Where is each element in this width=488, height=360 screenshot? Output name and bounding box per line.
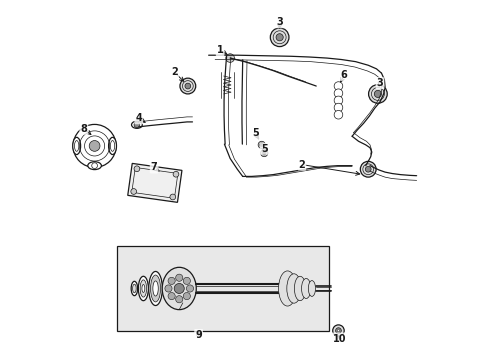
- Text: 5: 5: [251, 129, 258, 138]
- Circle shape: [174, 283, 184, 293]
- Ellipse shape: [153, 281, 158, 296]
- Circle shape: [258, 141, 265, 148]
- Circle shape: [89, 140, 100, 151]
- Ellipse shape: [301, 278, 310, 298]
- Ellipse shape: [140, 280, 146, 297]
- Circle shape: [131, 189, 136, 194]
- Ellipse shape: [142, 284, 144, 292]
- Text: 1: 1: [216, 45, 223, 55]
- Circle shape: [373, 90, 381, 98]
- Circle shape: [175, 296, 183, 303]
- Text: 6: 6: [340, 70, 347, 80]
- Text: 2: 2: [171, 67, 178, 77]
- Bar: [117, 246, 328, 330]
- Ellipse shape: [150, 275, 160, 302]
- Ellipse shape: [286, 274, 301, 303]
- Circle shape: [134, 166, 140, 172]
- Circle shape: [333, 111, 342, 119]
- Text: 10: 10: [332, 333, 346, 343]
- Circle shape: [260, 149, 267, 157]
- Polygon shape: [127, 163, 182, 202]
- Circle shape: [337, 329, 339, 332]
- Circle shape: [168, 277, 175, 284]
- Ellipse shape: [108, 137, 116, 154]
- Text: 4: 4: [135, 113, 142, 123]
- Ellipse shape: [73, 137, 81, 154]
- Ellipse shape: [132, 284, 136, 293]
- Circle shape: [225, 54, 234, 62]
- Ellipse shape: [162, 267, 196, 310]
- Circle shape: [360, 161, 375, 177]
- Circle shape: [332, 325, 344, 336]
- Text: 7: 7: [150, 162, 157, 172]
- Text: 5: 5: [260, 144, 267, 154]
- Ellipse shape: [294, 276, 305, 301]
- Ellipse shape: [138, 276, 148, 301]
- Text: 9: 9: [195, 330, 202, 340]
- Circle shape: [184, 83, 190, 89]
- Circle shape: [333, 96, 342, 105]
- Circle shape: [333, 82, 342, 90]
- Circle shape: [186, 285, 193, 292]
- Ellipse shape: [148, 271, 162, 306]
- Ellipse shape: [131, 281, 137, 296]
- Circle shape: [368, 85, 386, 103]
- Ellipse shape: [278, 271, 296, 306]
- Circle shape: [276, 34, 283, 41]
- Circle shape: [262, 151, 265, 155]
- Circle shape: [168, 293, 175, 300]
- Circle shape: [173, 171, 179, 177]
- Circle shape: [169, 194, 175, 200]
- Circle shape: [260, 143, 263, 147]
- Circle shape: [270, 28, 288, 46]
- Circle shape: [333, 103, 342, 112]
- Circle shape: [180, 78, 195, 94]
- Ellipse shape: [131, 121, 142, 129]
- Circle shape: [333, 89, 342, 98]
- Circle shape: [335, 328, 341, 333]
- Text: 8: 8: [80, 124, 87, 134]
- Text: 3: 3: [276, 17, 283, 27]
- Ellipse shape: [88, 162, 101, 170]
- Circle shape: [73, 125, 116, 167]
- Circle shape: [175, 274, 183, 281]
- Circle shape: [183, 277, 190, 284]
- Circle shape: [365, 166, 370, 172]
- Text: 2: 2: [298, 159, 305, 170]
- Circle shape: [164, 285, 172, 292]
- Circle shape: [183, 293, 190, 300]
- Ellipse shape: [308, 280, 315, 296]
- Circle shape: [134, 122, 140, 128]
- Text: 3: 3: [376, 78, 383, 88]
